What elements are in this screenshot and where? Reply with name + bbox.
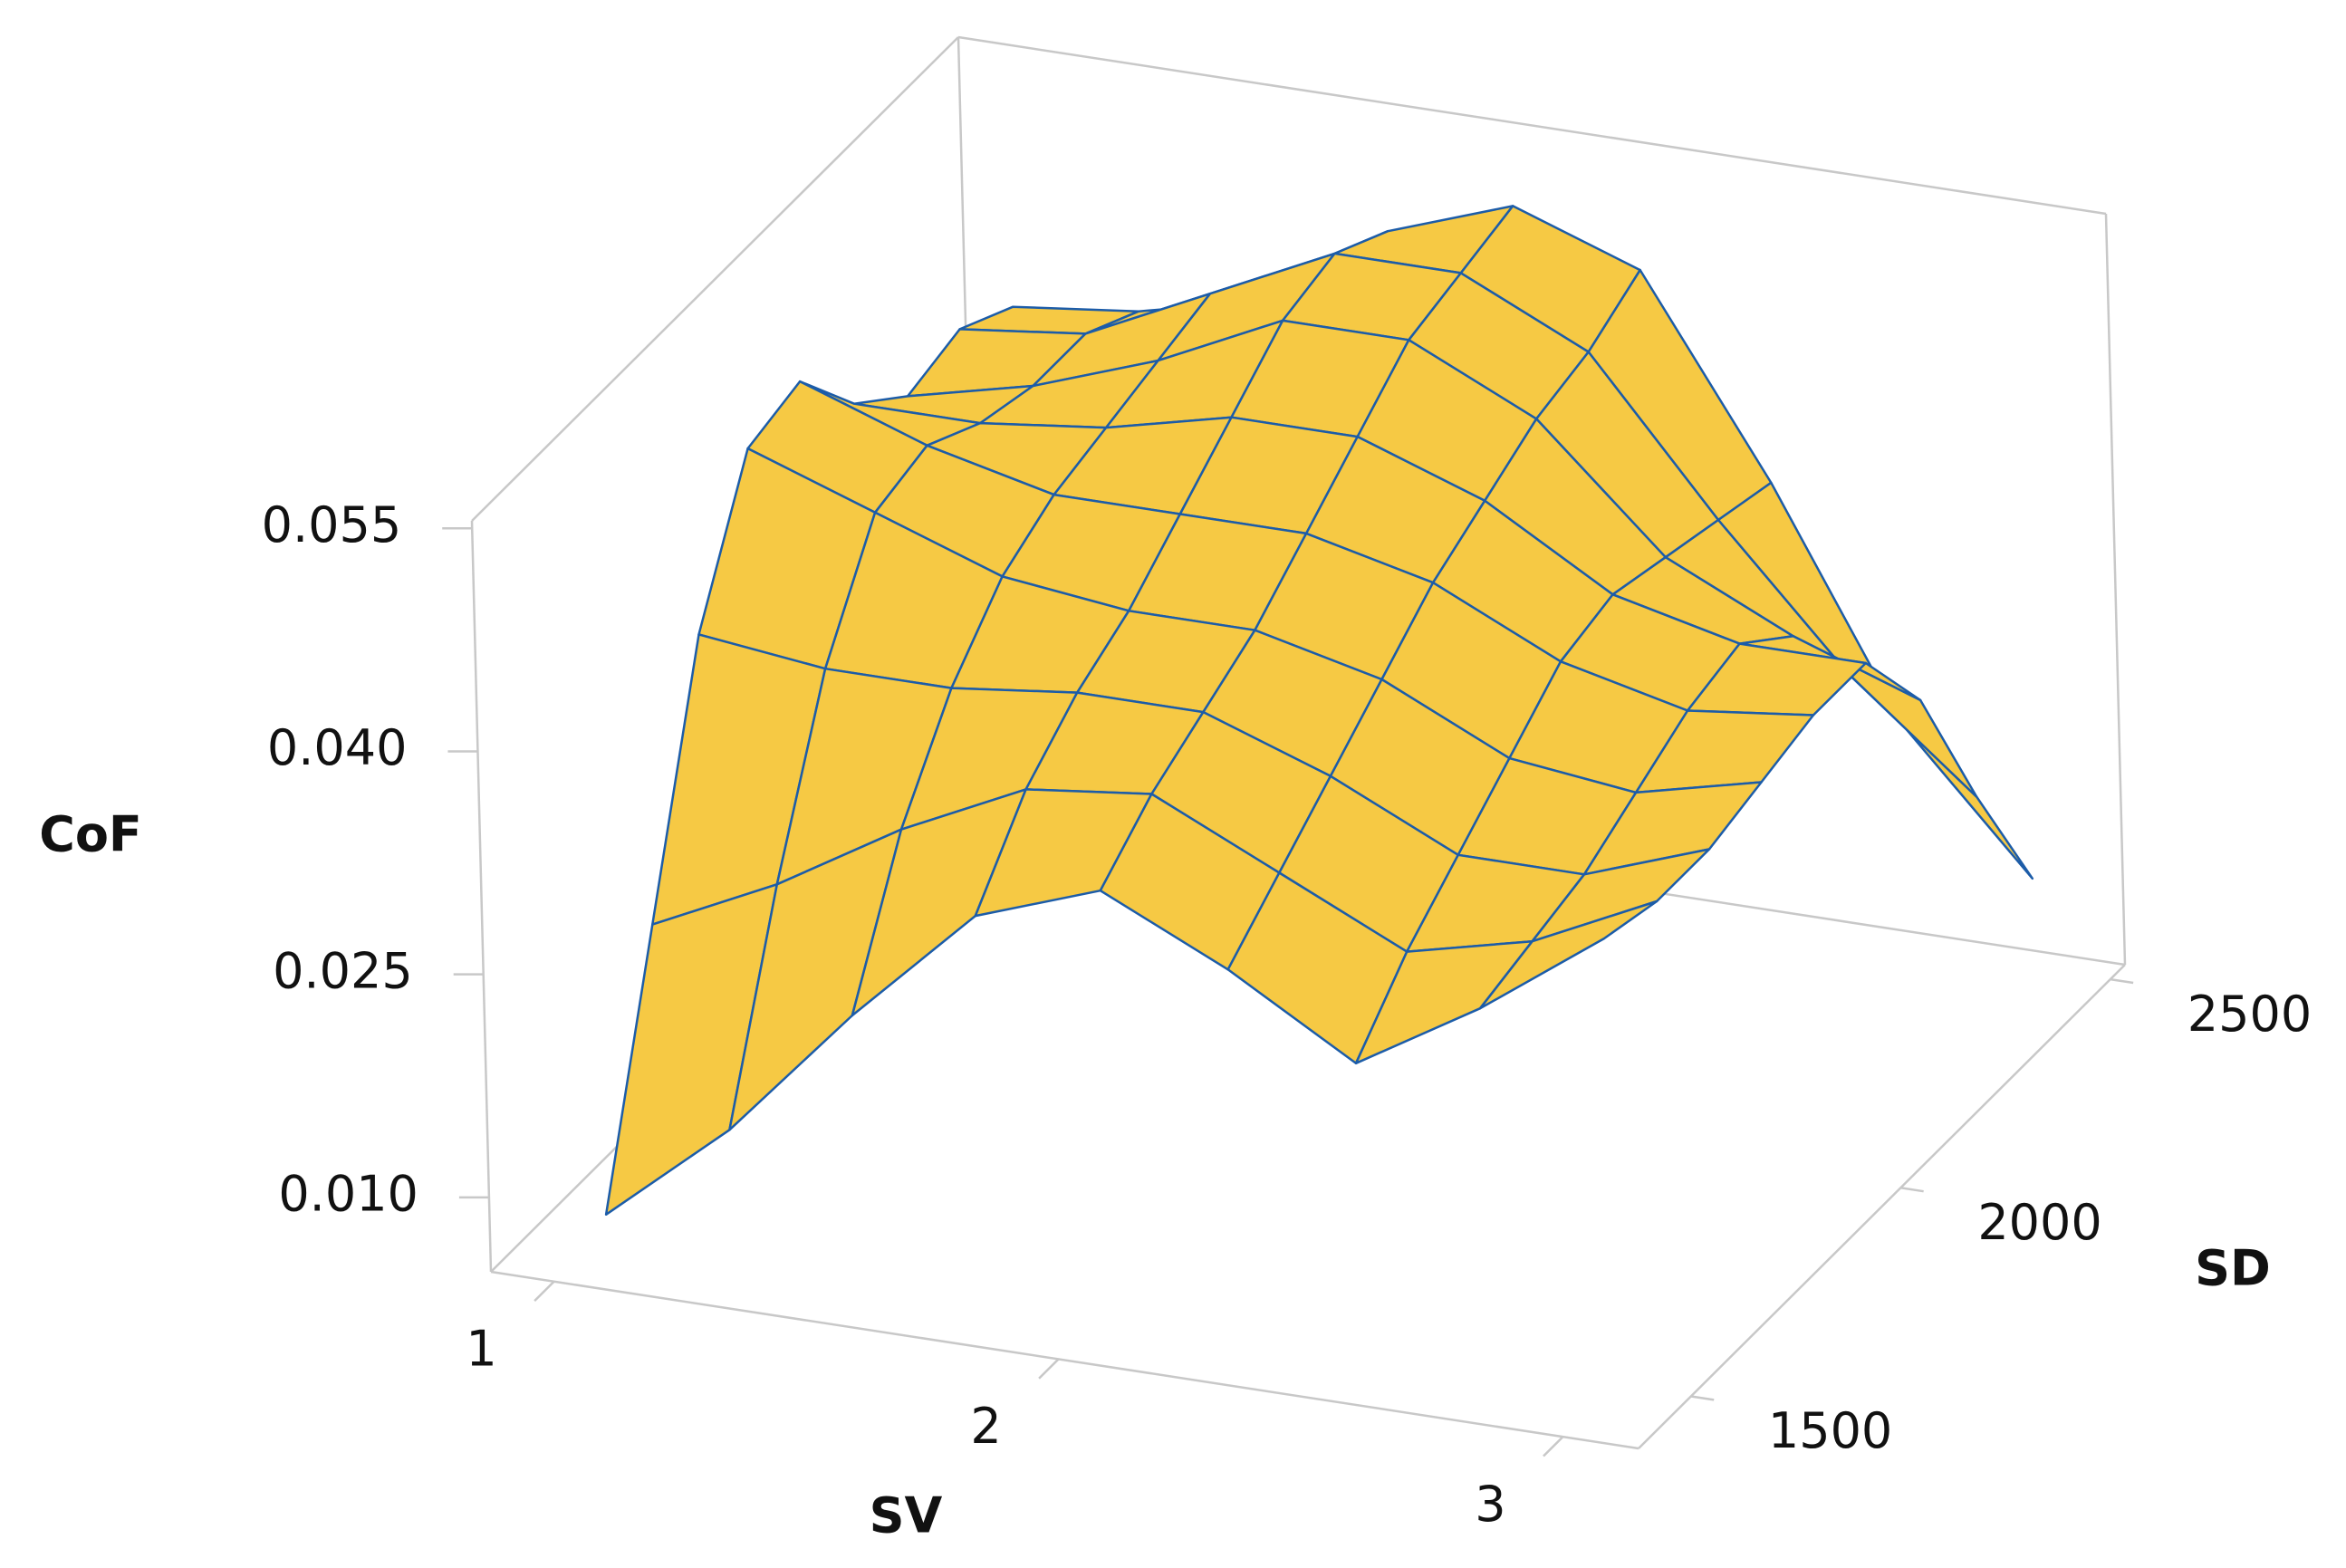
surface-patch bbox=[1846, 671, 2034, 880]
z-tick-label: 0.055 bbox=[262, 496, 402, 553]
box-edge bbox=[471, 36, 959, 522]
z-tick-label: 0.025 bbox=[273, 942, 413, 999]
y-axis-label: SD bbox=[2195, 1240, 2271, 1297]
y-tick-label: 2500 bbox=[2187, 986, 2312, 1043]
z-axis-label: CoF bbox=[39, 806, 142, 863]
x-tick bbox=[1038, 1358, 1060, 1380]
box-edge bbox=[2104, 213, 2127, 966]
box-edge bbox=[1638, 964, 2126, 1449]
x-axis-label: SV bbox=[870, 1487, 943, 1544]
y-tick bbox=[1690, 1395, 1715, 1401]
z-tick-label: 0.040 bbox=[267, 719, 408, 776]
box-edge bbox=[490, 1270, 1639, 1450]
y-tick bbox=[1900, 1187, 1924, 1193]
x-tick-label: 3 bbox=[1475, 1476, 1505, 1533]
x-tick-label: 1 bbox=[466, 1320, 496, 1377]
x-tick bbox=[534, 1280, 555, 1302]
y-tick-label: 2000 bbox=[1977, 1194, 2101, 1251]
x-tick-label: 2 bbox=[970, 1398, 1001, 1455]
box-edge bbox=[470, 520, 493, 1273]
y-tick-label: 1500 bbox=[1768, 1402, 1892, 1459]
box-edge bbox=[957, 35, 2107, 216]
x-tick bbox=[1543, 1436, 1564, 1457]
z-tick-label: 0.010 bbox=[278, 1166, 418, 1223]
y-tick bbox=[2110, 977, 2134, 985]
surface-patch bbox=[1478, 899, 1659, 1010]
